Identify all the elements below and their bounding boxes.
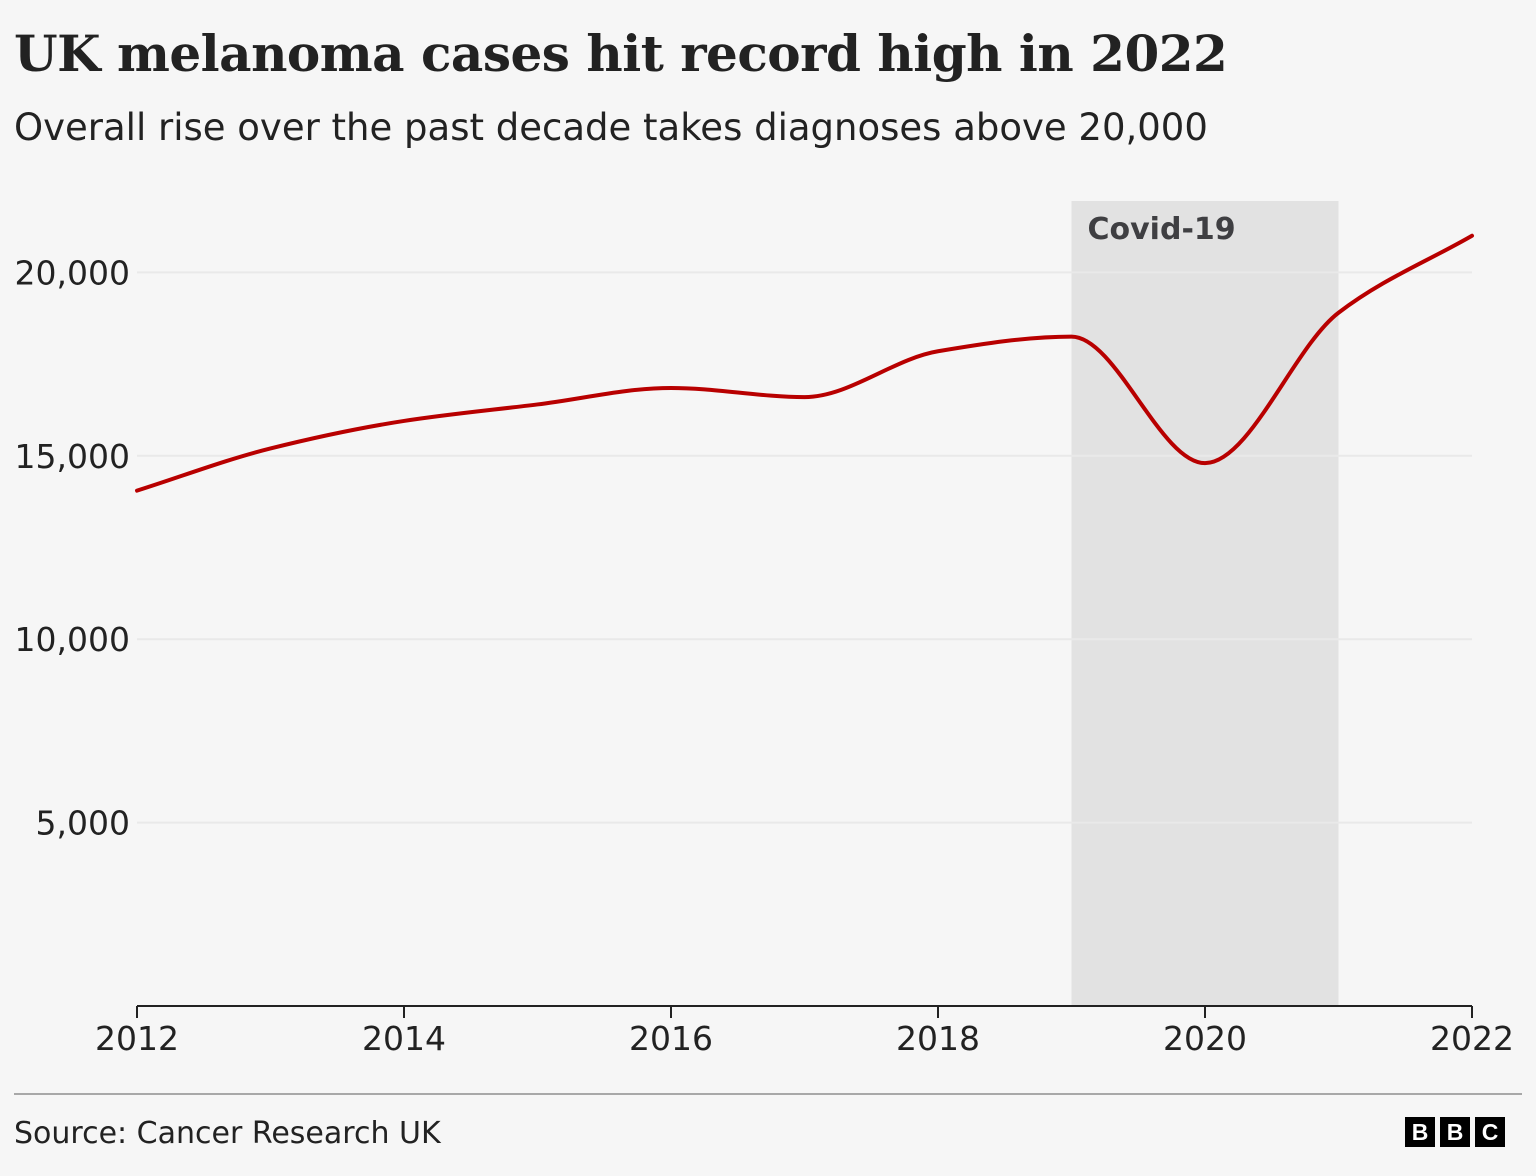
chart-subtitle: Overall rise over the past decade takes … <box>14 106 1208 149</box>
x-tick-label: 2012 <box>95 1019 179 1058</box>
bbc-logo-block-3: C <box>1475 1117 1505 1147</box>
y-tick-label: 5,000 <box>36 804 130 843</box>
x-tick-label: 2014 <box>362 1019 446 1058</box>
bbc-logo-block-2: B <box>1440 1117 1470 1147</box>
x-tick-label: 2020 <box>1163 1019 1247 1058</box>
x-tick-label: 2018 <box>896 1019 980 1058</box>
y-tick-label: 15,000 <box>15 437 130 476</box>
bbc-logo: B B C <box>1405 1117 1505 1147</box>
x-tick-label: 2016 <box>629 1019 713 1058</box>
x-tick-label: 2022 <box>1430 1019 1514 1058</box>
covid-annotation-label: Covid-19 <box>1088 212 1236 247</box>
chart-title: UK melanoma cases hit record high in 202… <box>14 24 1228 83</box>
source-note: Source: Cancer Research UK <box>14 1116 441 1151</box>
bbc-logo-block-1: B <box>1405 1117 1435 1147</box>
covid-annotation-band <box>1071 201 1339 1006</box>
footer-divider <box>14 1093 1522 1095</box>
y-tick-label: 10,000 <box>15 620 130 659</box>
y-tick-label: 20,000 <box>15 253 130 292</box>
melanoma-cases-line <box>135 233 1474 493</box>
line-chart: Covid-19 5,000 10,000 15,000 20,000 2012 2014 2… <box>15 201 1514 1058</box>
